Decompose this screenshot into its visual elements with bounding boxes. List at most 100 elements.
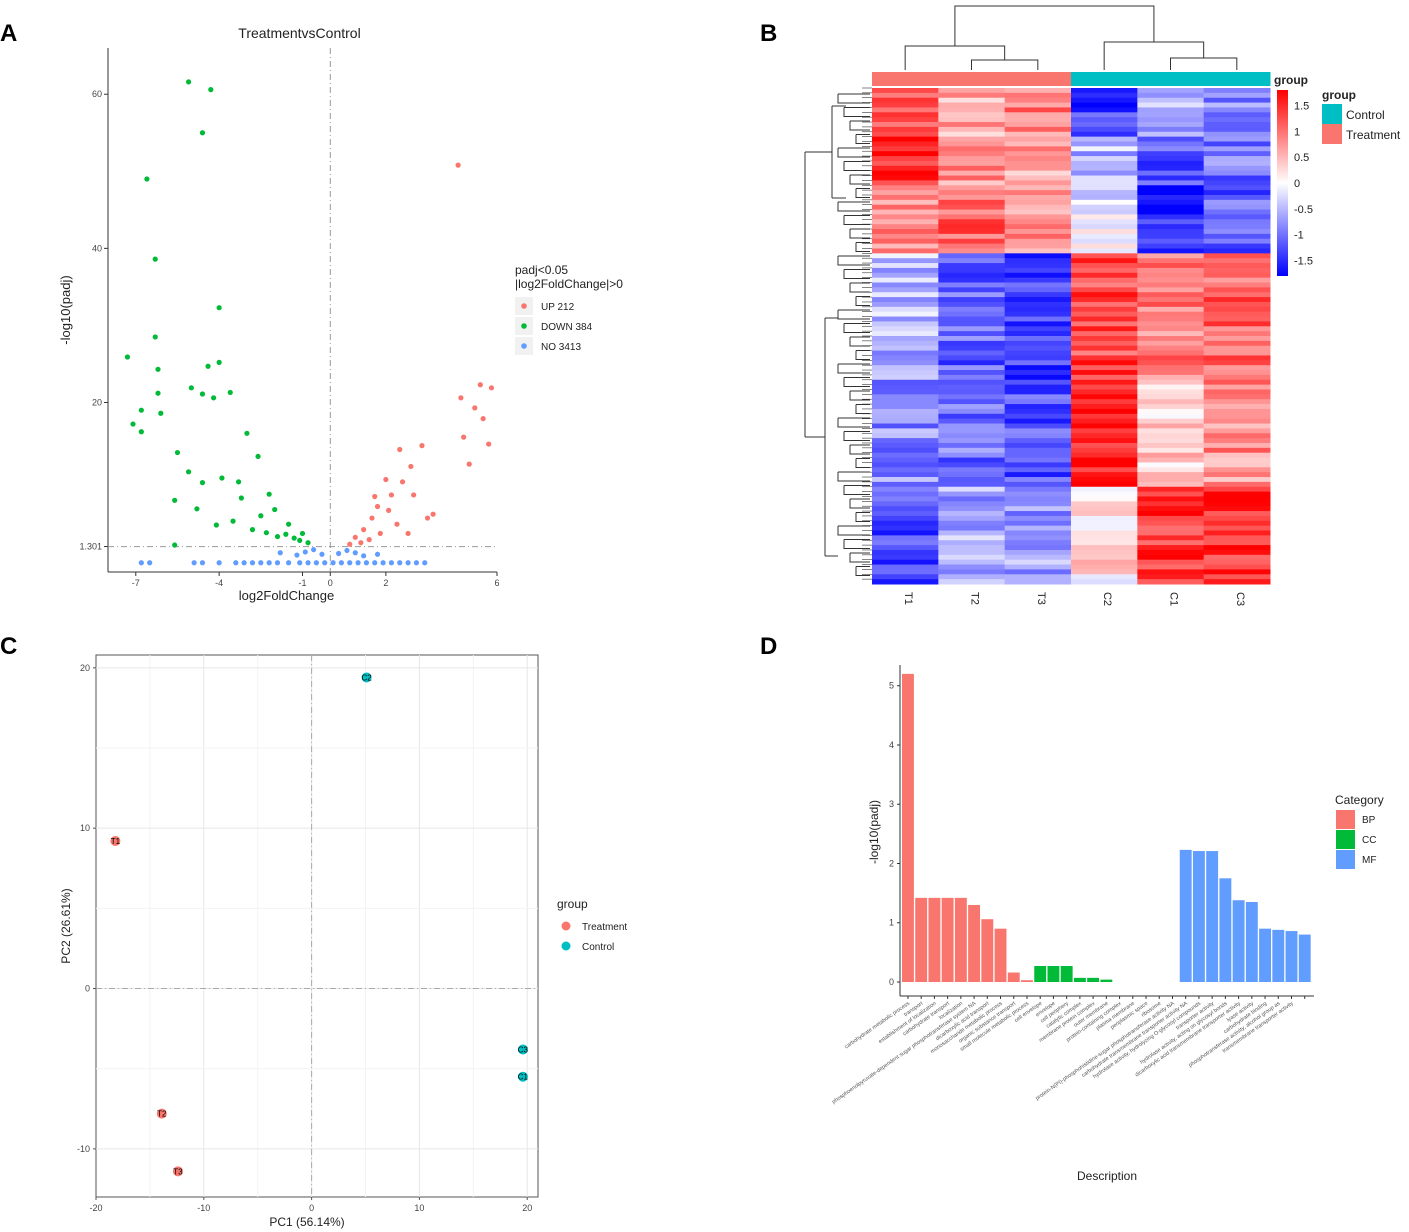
heatmap-cell (1203, 530, 1271, 536)
heatmap-cell (1137, 214, 1205, 220)
heatmap-cell (1004, 306, 1072, 313)
heatmap-cell (1071, 360, 1138, 366)
go-bar-bp (941, 897, 954, 982)
heatmap-scale-label: 1.5 (1294, 101, 1309, 113)
heatmap-cell (1071, 224, 1138, 230)
heatmap-cell (1137, 520, 1205, 527)
volcano-point-down (272, 506, 278, 513)
heatmap-cell (1203, 370, 1271, 376)
heatmap-cell (1071, 243, 1138, 249)
heatmap-cell (1137, 404, 1205, 410)
panel-label-a: A (0, 20, 18, 47)
heatmap-cell (1203, 136, 1271, 142)
heatmap-cell (1071, 146, 1138, 152)
volcano-point-down (185, 469, 192, 475)
volcano-point-up (466, 461, 472, 467)
heatmap-cell (1071, 160, 1138, 167)
heatmap-cell (1004, 160, 1072, 167)
go-y-tick-label: 3 (889, 799, 894, 809)
heatmap-cell (872, 374, 939, 381)
heatmap-cell (1004, 520, 1072, 527)
heatmap-cell (872, 525, 939, 532)
volcano-point-no (319, 551, 325, 557)
heatmap-cell (1137, 554, 1205, 561)
heatmap-cell (1137, 102, 1205, 108)
heatmap-cell (1071, 442, 1138, 449)
volcano-point-no (266, 560, 272, 566)
pca-y-tick-label: 10 (80, 823, 90, 833)
volcano-point-down (283, 531, 289, 537)
heatmap-cell (938, 316, 1006, 322)
heatmap-cell (938, 549, 1006, 556)
heatmap-cell (1203, 97, 1271, 104)
volcano-point-down (130, 421, 136, 427)
heatmap-cell (938, 472, 1006, 478)
heatmap-cell (938, 384, 1006, 390)
heatmap-cell (938, 102, 1006, 108)
heatmap-cell (1004, 379, 1072, 386)
heatmap-cell (1203, 540, 1271, 546)
heatmap-cell (1004, 151, 1072, 157)
volcano-point-down (152, 334, 158, 340)
heatmap-cell (872, 107, 939, 113)
heatmap-column-label: C3 (1234, 592, 1246, 606)
heatmap-cell (1137, 292, 1205, 298)
heatmap-cell (1137, 506, 1205, 512)
heatmap-cell (1004, 199, 1072, 206)
heatmap-cell (1137, 535, 1205, 541)
heatmap-cell (1004, 219, 1072, 225)
heatmap-cell (938, 151, 1006, 157)
heatmap-cell (1071, 423, 1138, 429)
heatmap-cell (1071, 126, 1138, 133)
heatmap-cell (938, 292, 1006, 298)
heatmap-cell (872, 457, 939, 463)
heatmap-cell (1203, 292, 1271, 298)
heatmap-cell (1137, 170, 1205, 177)
heatmap-cell (1004, 350, 1072, 356)
volcano-point-up (358, 540, 364, 546)
volcano-point-no (344, 547, 350, 554)
heatmap-cell (1004, 229, 1072, 235)
heatmap-cell (1071, 131, 1138, 138)
volcano-point-down (144, 176, 150, 182)
heatmap-cell (1203, 267, 1271, 274)
heatmap-cell (938, 501, 1006, 507)
heatmap-cell (1137, 185, 1205, 191)
heatmap-cell (1137, 399, 1205, 405)
heatmap-cell (1071, 253, 1138, 259)
heatmap-cell (1137, 146, 1205, 152)
heatmap-cell (1137, 336, 1205, 342)
heatmap-cell (938, 457, 1006, 463)
heatmap-cell (938, 326, 1006, 332)
heatmap-cell (1004, 185, 1072, 191)
heatmap-group-bar-cell (1004, 72, 1072, 86)
heatmap-cell (1004, 452, 1072, 459)
heatmap-cell (938, 107, 1006, 113)
heatmap-group-bar-label: group (1274, 73, 1308, 87)
go-bar-mf (1219, 878, 1232, 982)
heatmap-cell (1137, 126, 1205, 133)
heatmap-cell (1137, 394, 1205, 400)
heatmap-cell (938, 248, 1006, 254)
heatmap-cell (1004, 360, 1072, 366)
heatmap-cell (1071, 520, 1138, 527)
heatmap-cell (1004, 165, 1072, 172)
go-y-tick-label: 1 (889, 918, 894, 928)
heatmap-cell (1137, 545, 1205, 551)
volcano-point-down (213, 522, 219, 528)
heatmap-cell (1004, 408, 1072, 415)
heatmap-cell (1004, 530, 1072, 536)
volcano-point-down (299, 530, 306, 537)
go-legend-swatch (1336, 830, 1355, 849)
heatmap-cell (872, 554, 939, 561)
volcano-point-up (411, 492, 417, 498)
heatmap-cell (938, 263, 1006, 269)
volcano-point-no (361, 553, 367, 559)
heatmap-cell (938, 190, 1006, 196)
heatmap-cell (938, 267, 1006, 274)
go-bar-mf (1179, 849, 1192, 982)
volcano-y-tick-label: 60 (92, 89, 102, 99)
go-bar-bp (968, 904, 981, 982)
heatmap-cell (1071, 219, 1138, 225)
heatmap-cell (872, 88, 939, 94)
